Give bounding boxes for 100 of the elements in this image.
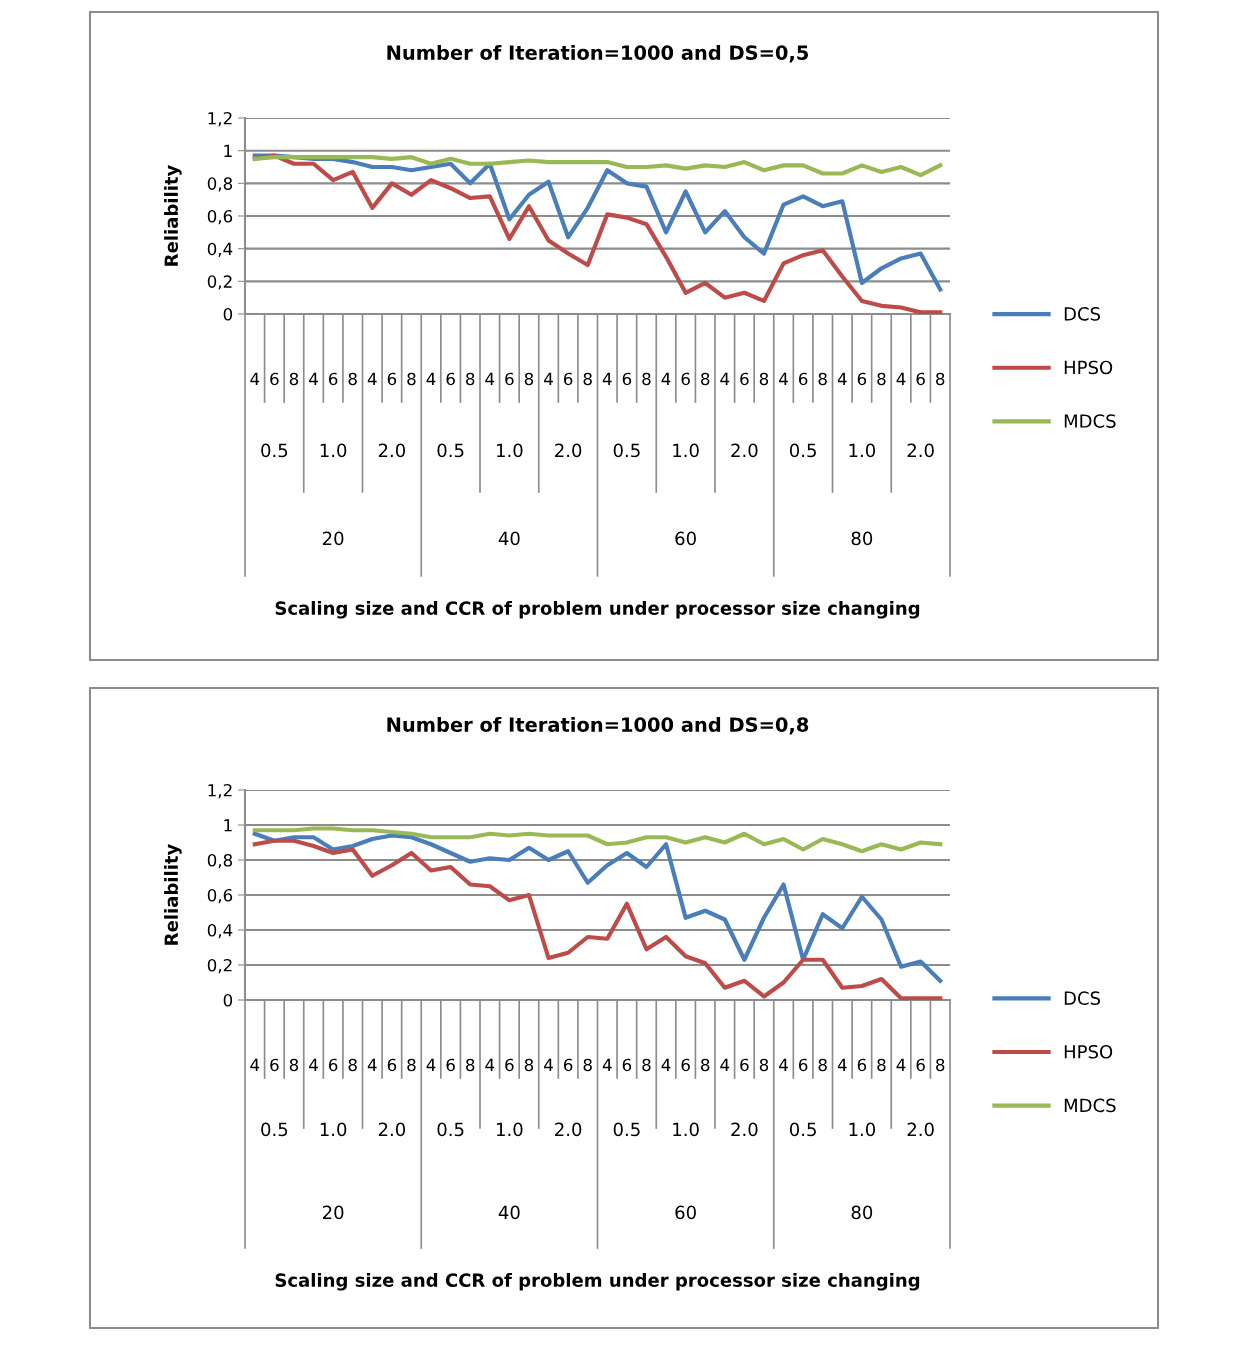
x-tick-label: 4 xyxy=(602,372,612,385)
y-axis-title: Reliability xyxy=(164,165,182,266)
x-tick-label: 8 xyxy=(759,1058,769,1072)
text: 2.0 xyxy=(555,443,582,458)
text: 1.0 xyxy=(849,1122,876,1137)
x-tick-label: 8 xyxy=(407,372,416,386)
x-tick-label: 4 xyxy=(367,372,377,385)
text: 80 xyxy=(851,531,873,546)
text: 0.5 xyxy=(437,443,464,458)
legend-label: MDCS xyxy=(1064,414,1116,428)
text: 2.0 xyxy=(378,1122,406,1137)
x-tick-label: 6 xyxy=(446,372,455,386)
text: 1.0 xyxy=(849,443,876,458)
text: 40 xyxy=(498,1205,520,1220)
text: 1.0 xyxy=(673,443,699,458)
x-tick-label: 8 xyxy=(466,1058,475,1072)
x-tick-label: 8 xyxy=(583,372,592,386)
y-tick-label: 0,6 xyxy=(207,209,233,225)
text: 2.0 xyxy=(378,443,406,458)
x-tick-label: 6 xyxy=(740,372,749,386)
x-tick-label: 8 xyxy=(524,1058,534,1072)
y-axis-title: Reliability xyxy=(164,844,182,945)
y-tick-label: 0,2 xyxy=(207,275,232,290)
x-tick-label: 8 xyxy=(936,1058,945,1072)
x-tick-label: 4 xyxy=(485,372,495,385)
text: 2.0 xyxy=(907,443,934,458)
chart-title: Number of Iteration=1000 and DS=0,8 xyxy=(387,716,809,735)
x-tick-label: 8 xyxy=(466,372,475,386)
text: 0.5 xyxy=(261,443,288,458)
x-tick-label: 4 xyxy=(837,1058,847,1071)
y-tick-label: 0 xyxy=(223,993,233,1007)
y-tick-label: 0,4 xyxy=(207,242,233,257)
text: 60 xyxy=(675,1205,696,1220)
x-tick-label: 6 xyxy=(681,1058,690,1072)
x-tick-label: 6 xyxy=(270,1058,279,1072)
text: 40 xyxy=(498,531,520,546)
x-tick-label: 4 xyxy=(896,1058,906,1071)
y-tick-label: 0 xyxy=(223,307,233,321)
x-tick-label: 8 xyxy=(818,372,827,386)
x-tick-label: 6 xyxy=(798,372,808,386)
x-tick-label: 6 xyxy=(916,1058,925,1072)
x-tick-label: 6 xyxy=(857,372,867,386)
y-tick-label: 0,6 xyxy=(207,888,233,904)
chart-title: Number of Iteration=1000 and DS=0,5 xyxy=(387,44,809,63)
x-tick-label: 4 xyxy=(661,1058,671,1071)
x-tick-label: 8 xyxy=(877,372,886,386)
y-tick-label: 1 xyxy=(224,144,232,157)
text: 0.5 xyxy=(613,1122,640,1137)
x-tick-label: 6 xyxy=(270,372,279,386)
x-tick-label: 4 xyxy=(779,372,788,385)
legend-label: HPSO xyxy=(1064,360,1113,375)
y-tick-label: 1,2 xyxy=(208,783,232,799)
x-tick-label: 4 xyxy=(367,1058,377,1071)
x-tick-label: 4 xyxy=(250,372,260,385)
text: 1.0 xyxy=(673,1122,699,1137)
x-tick-label: 4 xyxy=(544,372,553,385)
x-tick-label: 8 xyxy=(524,372,534,386)
y-tick-label: 0,8 xyxy=(207,177,233,192)
x-tick-label: 6 xyxy=(798,1058,808,1072)
x-tick-label: 6 xyxy=(563,372,573,386)
line-series xyxy=(252,155,943,178)
x-tick-label: 8 xyxy=(701,372,710,386)
x-tick-label: 4 xyxy=(720,372,730,385)
x-tick-label: 4 xyxy=(250,1058,260,1071)
x-tick-label: 8 xyxy=(936,372,945,386)
x-tick-label: 4 xyxy=(544,1058,553,1071)
x-tick-label: 8 xyxy=(759,372,769,386)
text: 20 xyxy=(322,1205,344,1220)
x-tick-label: 8 xyxy=(348,1058,357,1072)
x-tick-label: 6 xyxy=(387,1058,397,1072)
y-tick-label: 1 xyxy=(224,819,232,832)
x-tick-label: 8 xyxy=(877,1058,886,1072)
text: 2.0 xyxy=(555,1122,582,1137)
x-tick-label: 4 xyxy=(779,1058,788,1071)
x-axis-title: Scaling size and CCR of problem under processor size changing xyxy=(275,1273,920,1291)
text: 60 xyxy=(675,531,696,546)
legend-label: HPSO xyxy=(1064,1044,1113,1059)
x-tick-label: 6 xyxy=(505,1058,514,1072)
text: 0.5 xyxy=(613,443,640,458)
x-tick-label: 4 xyxy=(896,372,906,385)
x-tick-label: 8 xyxy=(642,1058,651,1072)
x-tick-label: 4 xyxy=(661,372,671,385)
text: 2.0 xyxy=(731,1122,758,1137)
x-tick-label: 8 xyxy=(407,1058,416,1072)
x-tick-label: 4 xyxy=(602,1058,612,1071)
y-tick-label: 0,2 xyxy=(207,958,232,974)
x-tick-label: 6 xyxy=(740,1058,749,1072)
x-tick-label: 8 xyxy=(348,372,357,386)
legend-label: DCS xyxy=(1064,307,1101,321)
text: 0.5 xyxy=(789,1122,816,1137)
x-tick-label: 8 xyxy=(289,372,299,386)
x-tick-label: 4 xyxy=(426,1058,436,1071)
x-tick-label: 6 xyxy=(681,372,690,386)
text: 0.5 xyxy=(261,1122,288,1137)
y-tick-label: 0,4 xyxy=(207,923,233,939)
text: 2.0 xyxy=(731,443,758,458)
x-tick-label: 8 xyxy=(289,1058,299,1072)
x-tick-label: 6 xyxy=(916,372,925,386)
text: 1.0 xyxy=(497,1122,523,1137)
text: 80 xyxy=(851,1205,873,1220)
